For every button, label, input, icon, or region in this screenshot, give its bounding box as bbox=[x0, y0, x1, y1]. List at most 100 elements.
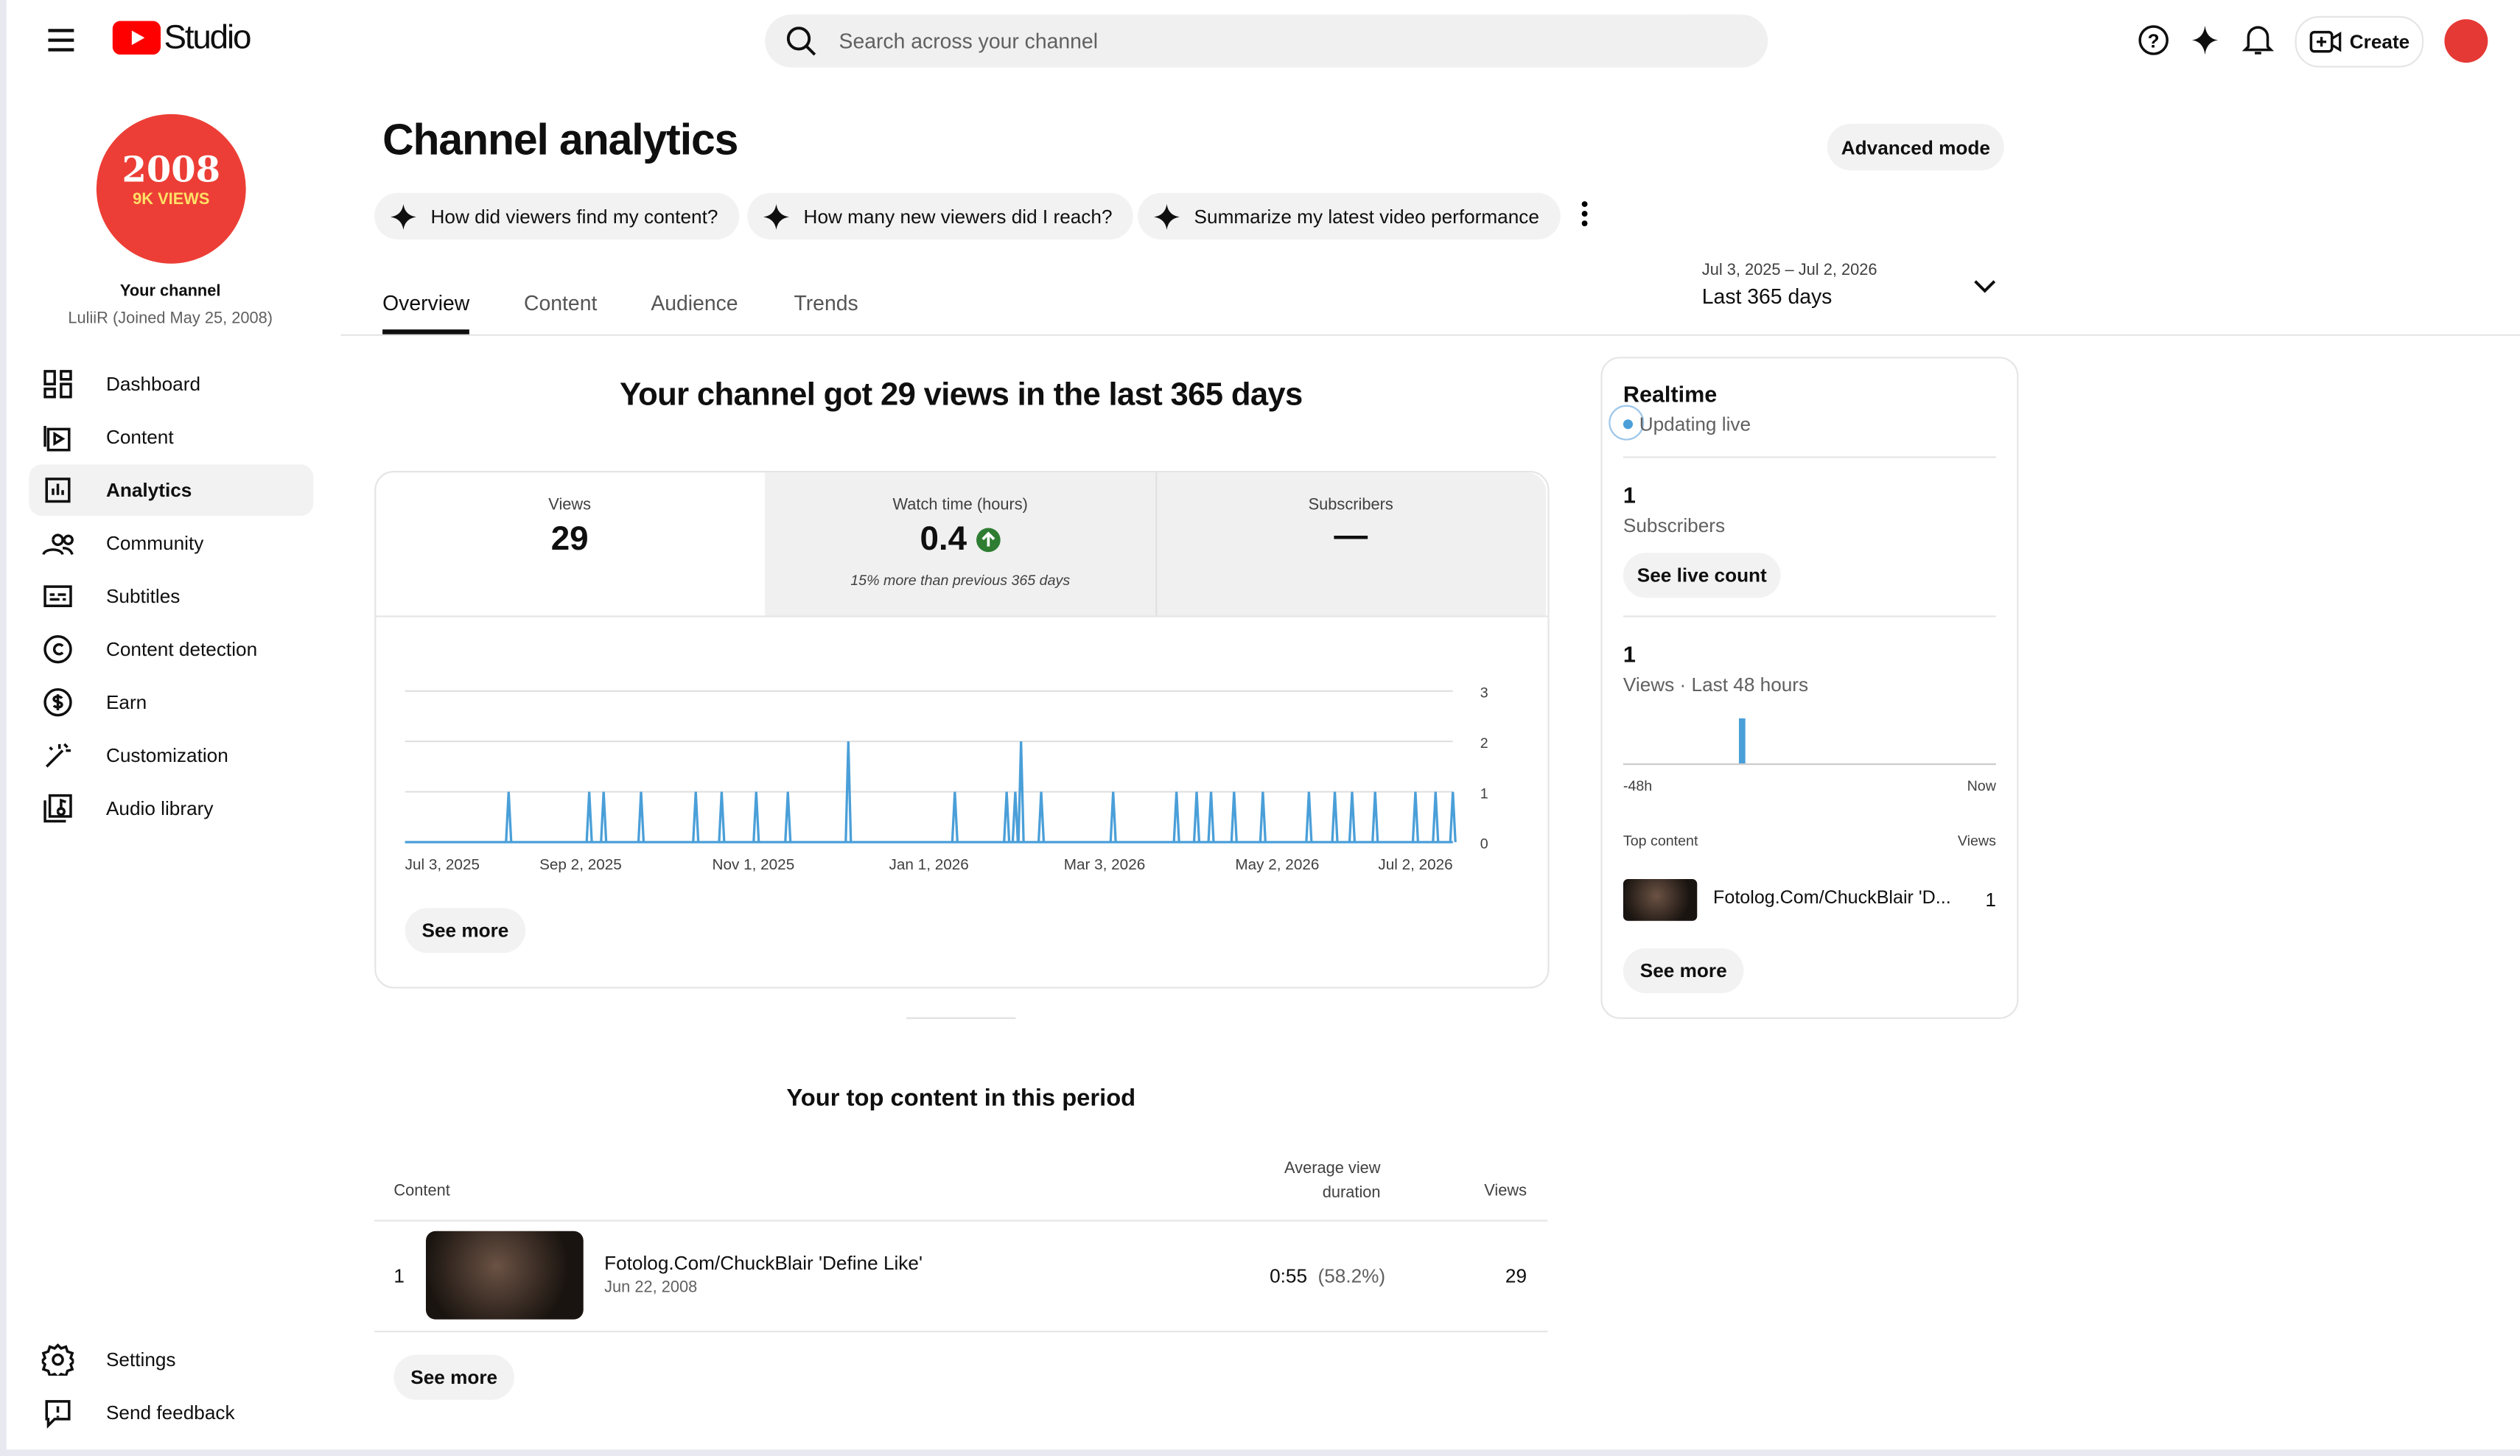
nav-label: Send feedback bbox=[105, 1401, 235, 1424]
section-divider bbox=[906, 1017, 1016, 1019]
logo-icon[interactable] bbox=[112, 21, 161, 55]
suggestion-chip[interactable]: Summarize my latest video performance bbox=[1138, 192, 1561, 239]
chip-label: How did viewers find my content? bbox=[430, 205, 718, 228]
see-more-button[interactable]: See more bbox=[393, 1354, 514, 1400]
nav-label: Subtitles bbox=[105, 584, 181, 608]
spike bbox=[1259, 791, 1267, 842]
nav-icon bbox=[43, 370, 72, 399]
nav-item[interactable]: Send feedback bbox=[29, 1387, 313, 1438]
spike bbox=[1109, 791, 1117, 842]
mini-axis bbox=[1623, 763, 1996, 766]
nav-label: Content detection bbox=[105, 637, 258, 661]
x-tick-label: May 2, 2026 bbox=[1235, 856, 1319, 873]
nav-label: Community bbox=[105, 531, 204, 555]
avatar-top: 2008 bbox=[122, 149, 221, 192]
nav-label: Settings bbox=[105, 1348, 176, 1371]
tab[interactable]: Trends bbox=[794, 290, 858, 315]
tab[interactable]: Content bbox=[524, 290, 598, 315]
date-range[interactable]: Jul 3, 2025 – Jul 2, 2026 bbox=[1701, 262, 1877, 280]
nav-icon bbox=[42, 533, 74, 556]
advanced-mode-button[interactable]: Advanced mode bbox=[1827, 123, 2004, 171]
nav-item[interactable]: Dashboard bbox=[29, 358, 313, 410]
bell-icon[interactable] bbox=[2241, 23, 2275, 58]
live-ring bbox=[1609, 405, 1645, 441]
spike bbox=[1192, 791, 1201, 842]
metric-value: 29 bbox=[550, 520, 589, 558]
nav-item[interactable]: Earn bbox=[29, 676, 313, 728]
top-content-title: Your top content in this period bbox=[786, 1085, 1136, 1113]
more-icon[interactable] bbox=[1578, 199, 1591, 228]
nav-item[interactable]: Customization bbox=[29, 729, 313, 781]
divider bbox=[1623, 615, 1996, 617]
nav-icon bbox=[41, 1343, 74, 1376]
metric-label[interactable]: Views bbox=[548, 496, 592, 514]
y-tick-label: 3 bbox=[1480, 685, 1488, 701]
metric-label[interactable]: Subscribers bbox=[1308, 496, 1393, 514]
nav-item[interactable]: Community bbox=[29, 517, 313, 569]
y-tick-label: 1 bbox=[1480, 785, 1488, 802]
spike bbox=[951, 791, 959, 842]
metric-value-row: 0.4 bbox=[765, 521, 1155, 559]
spark-icon bbox=[1154, 203, 1180, 229]
metric-value: — bbox=[1334, 517, 1368, 555]
spike bbox=[1037, 791, 1046, 842]
suggestion-chip[interactable]: How did viewers find my content? bbox=[374, 192, 739, 239]
nav-icon bbox=[43, 425, 71, 452]
create-button[interactable]: Create bbox=[2295, 15, 2424, 68]
realtime-status: Updating live bbox=[1639, 413, 1751, 436]
spike bbox=[1371, 791, 1379, 842]
views-value: 1 bbox=[1623, 641, 1636, 668]
y-tick-label: 0 bbox=[1480, 836, 1488, 853]
tabs-divider bbox=[340, 334, 2520, 336]
tab[interactable]: Audience bbox=[651, 290, 738, 315]
item-title[interactable]: Fotolog.Com/ChuckBlair 'D... bbox=[1713, 889, 1951, 909]
channel-subtitle: LuliiR (Joined May 25, 2008) bbox=[68, 309, 273, 328]
spark-icon bbox=[391, 203, 416, 229]
divider bbox=[1623, 456, 1996, 458]
help-icon[interactable]: ? bbox=[2138, 24, 2170, 57]
video-title[interactable]: Fotolog.Com/ChuckBlair 'Define Like' bbox=[604, 1252, 923, 1275]
nav-item[interactable]: Content detection bbox=[29, 623, 313, 675]
nav-item[interactable]: Content bbox=[29, 411, 313, 463]
table-header: Content bbox=[393, 1183, 450, 1201]
nav-item[interactable]: Subtitles bbox=[29, 570, 313, 622]
nav-label: Analytics bbox=[105, 478, 192, 502]
spike bbox=[1449, 791, 1457, 842]
spike bbox=[844, 741, 853, 842]
views-chart: 0 1 2 3 Jul 3, 2025 Sep 2, 2025 Nov 1, 2025 Jan… bbox=[405, 685, 1488, 873]
headline: Your channel got 29 views in the last 36… bbox=[619, 377, 1303, 413]
account-avatar[interactable] bbox=[2444, 19, 2488, 63]
metric-note: 15% more than previous 365 days bbox=[850, 572, 1071, 589]
menu-icon[interactable] bbox=[45, 26, 77, 55]
nav-icon bbox=[45, 1400, 71, 1429]
nav-item[interactable]: Settings bbox=[29, 1334, 313, 1385]
nav-icon bbox=[46, 743, 71, 768]
avatar-bottom: 9K VIEWS bbox=[133, 191, 210, 209]
views-col-label: Views bbox=[1957, 832, 1996, 849]
nav-icon bbox=[43, 634, 72, 664]
spike bbox=[718, 791, 726, 842]
search-box[interactable]: Search across your channel bbox=[765, 14, 1768, 68]
date-label[interactable]: Last 365 days bbox=[1701, 284, 1833, 309]
nav-item[interactable]: Analytics bbox=[29, 464, 314, 517]
see-more-button[interactable]: See more bbox=[405, 908, 526, 953]
date-dropdown-icon[interactable] bbox=[1973, 278, 1996, 294]
suggestion-chip[interactable]: How many new viewers did I reach? bbox=[747, 192, 1133, 239]
spark-icon[interactable] bbox=[2191, 24, 2219, 57]
tab[interactable]: Overview bbox=[382, 290, 470, 315]
spike bbox=[1011, 791, 1020, 842]
channel-avatar[interactable]: 2008 9K VIEWS bbox=[96, 113, 246, 264]
realtime-title: Realtime bbox=[1623, 380, 1718, 407]
spark-icon bbox=[763, 203, 789, 229]
spike bbox=[637, 791, 645, 842]
logo-text[interactable]: Studio bbox=[164, 19, 251, 57]
spike bbox=[1411, 791, 1420, 842]
metric-label[interactable]: Watch time (hours) bbox=[892, 496, 1028, 514]
live-count-button[interactable]: See live count bbox=[1623, 553, 1781, 598]
table-header: Views bbox=[1484, 1183, 1527, 1201]
see-more-button[interactable]: See more bbox=[1623, 948, 1744, 993]
item-thumbnail[interactable] bbox=[1623, 879, 1698, 921]
video-thumbnail[interactable] bbox=[425, 1231, 584, 1320]
nav-label: Audio library bbox=[105, 797, 214, 820]
nav-item[interactable]: Audio library bbox=[29, 783, 313, 834]
